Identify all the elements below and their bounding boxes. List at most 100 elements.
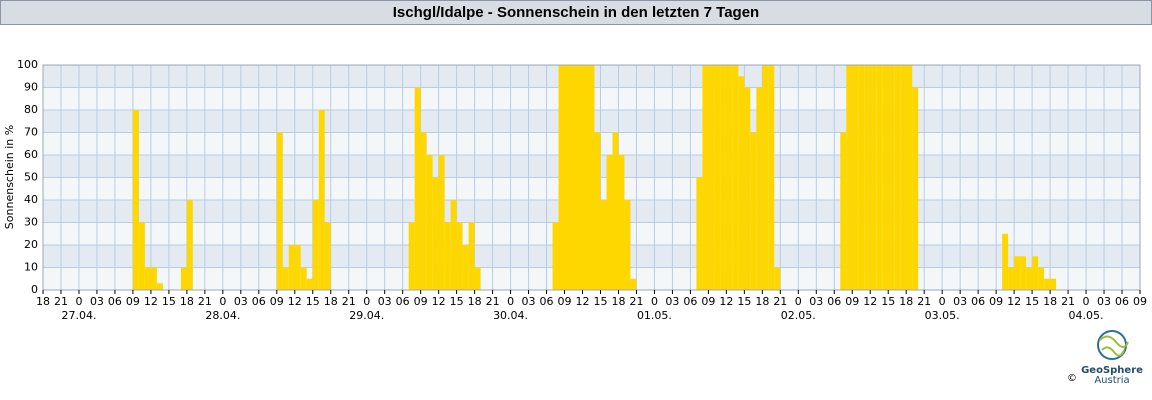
x-tick-label: 06: [683, 295, 697, 308]
logo: GeoSphere Austria ©: [1067, 330, 1143, 386]
bar: [426, 155, 433, 290]
bar: [726, 65, 733, 290]
x-tick-label: 03: [809, 295, 823, 308]
bar: [600, 200, 607, 290]
bar: [732, 65, 739, 290]
bar: [450, 200, 457, 290]
bar: [414, 87, 421, 290]
bar: [1008, 267, 1015, 290]
bar: [612, 132, 619, 290]
bar: [846, 65, 853, 290]
x-tick-label: 18: [1043, 295, 1057, 308]
x-tick-label: 15: [450, 295, 464, 308]
bar: [456, 222, 463, 290]
bar: [444, 222, 451, 290]
x-tick-label: 06: [396, 295, 410, 308]
bar: [1026, 267, 1033, 290]
y-tick-label: 30: [24, 216, 38, 229]
bar: [570, 65, 577, 290]
bar: [696, 177, 703, 290]
y-tick-label: 60: [24, 148, 38, 161]
date-label: 28.04.: [205, 309, 240, 322]
bar: [438, 155, 445, 290]
bar: [180, 267, 187, 290]
bar: [606, 155, 613, 290]
x-tick-label: 0: [651, 295, 658, 308]
bar: [756, 87, 763, 290]
x-tick-label: 15: [1025, 295, 1039, 308]
bar: [132, 110, 139, 290]
x-tick-label: 21: [342, 295, 356, 308]
x-tick-label: 21: [629, 295, 643, 308]
bar: [738, 76, 745, 290]
x-tick-label: 15: [162, 295, 176, 308]
bar: [468, 222, 475, 290]
x-tick-label: 18: [324, 295, 338, 308]
x-tick-label: 18: [611, 295, 625, 308]
x-tick-label: 03: [953, 295, 967, 308]
bar: [156, 283, 163, 290]
bar: [1032, 256, 1039, 290]
bar: [276, 132, 283, 290]
x-tick-label: 12: [144, 295, 158, 308]
x-tick-label: 15: [737, 295, 751, 308]
date-label: 29.04.: [349, 309, 384, 322]
bar: [318, 110, 325, 290]
bar: [912, 87, 919, 290]
bar: [1050, 278, 1057, 290]
y-tick-label: 80: [24, 103, 38, 116]
bar: [582, 65, 589, 290]
bar: [1044, 278, 1051, 290]
x-tick-label: 18: [755, 295, 769, 308]
logo-name: GeoSphere: [1081, 365, 1143, 376]
bar: [768, 65, 775, 290]
bar: [312, 200, 319, 290]
x-tick-label: 0: [219, 295, 226, 308]
x-tick-label: 0: [795, 295, 802, 308]
y-tick-label: 0: [31, 283, 38, 296]
bar: [870, 65, 877, 290]
bar: [1020, 256, 1027, 290]
title-bar: [0, 0, 1152, 25]
x-tick-label: 18: [468, 295, 482, 308]
bar: [306, 278, 313, 290]
x-tick-label: 18: [180, 295, 194, 308]
bar: [744, 87, 751, 290]
bar: [300, 267, 307, 290]
bar: [720, 65, 727, 290]
x-tick-label: 06: [540, 295, 554, 308]
bar: [588, 65, 595, 290]
x-tick-label: 18: [36, 295, 50, 308]
x-tick-label: 12: [576, 295, 590, 308]
x-tick-label: 15: [881, 295, 895, 308]
bar: [150, 267, 157, 290]
bar: [1038, 267, 1045, 290]
x-tick-label: 0: [939, 295, 946, 308]
x-tick-label: 06: [108, 295, 122, 308]
chart-title: Ischgl/Idalpe - Sonnenschein in den letz…: [393, 4, 759, 21]
bar: [474, 267, 481, 290]
x-tick-label: 09: [1133, 295, 1147, 308]
x-tick-label: 21: [54, 295, 68, 308]
plot-border: [42, 64, 1141, 291]
x-tick-label: 09: [558, 295, 572, 308]
bar: [906, 65, 913, 290]
x-tick-label: 0: [75, 295, 82, 308]
bar: [618, 155, 625, 290]
x-tick-label: 15: [593, 295, 607, 308]
y-tick-label: 70: [24, 126, 38, 139]
bar: [408, 222, 415, 290]
x-tick-label: 06: [827, 295, 841, 308]
x-tick-label: 03: [234, 295, 248, 308]
x-tick-label: 21: [198, 295, 212, 308]
bar: [894, 65, 901, 290]
bar: [714, 65, 721, 290]
x-tick-label: 0: [363, 295, 370, 308]
x-tick-label: 09: [989, 295, 1003, 308]
bar: [420, 132, 427, 290]
y-tick-label: 90: [24, 81, 38, 94]
bar: [852, 65, 859, 290]
x-tick-label: 06: [1115, 295, 1129, 308]
y-tick-label: 10: [24, 261, 38, 274]
